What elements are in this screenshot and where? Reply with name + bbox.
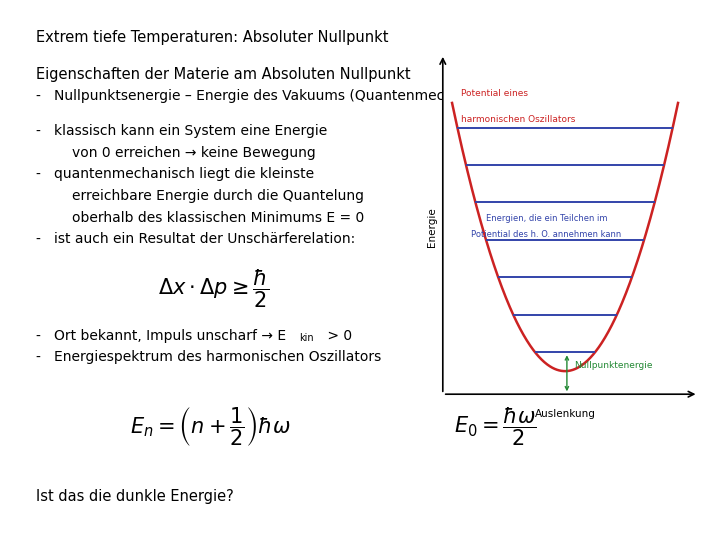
Text: von 0 erreichen → keine Bewegung: von 0 erreichen → keine Bewegung — [72, 146, 316, 160]
Text: Ist das die dunkle Energie?: Ist das die dunkle Energie? — [36, 489, 234, 504]
Text: erreichbare Energie durch die Quantelung: erreichbare Energie durch die Quantelung — [72, 189, 364, 203]
Text: $E_0 = \dfrac{\hbar\omega}{2}$: $E_0 = \dfrac{\hbar\omega}{2}$ — [454, 405, 536, 448]
Text: Extrem tiefe Temperaturen: Absoluter Nullpunkt: Extrem tiefe Temperaturen: Absoluter Nul… — [36, 30, 389, 45]
Text: -   Nullpunktsenergie – Energie des Vakuums (Quantenmechanik): - Nullpunktsenergie – Energie des Vakuum… — [36, 89, 487, 103]
Text: Auslenkung: Auslenkung — [535, 409, 595, 419]
Text: Eigenschaften der Materie am Absoluten Nullpunkt: Eigenschaften der Materie am Absoluten N… — [36, 68, 410, 83]
Text: Nullpunktenergie: Nullpunktenergie — [575, 361, 653, 370]
Text: Potential eines: Potential eines — [462, 89, 528, 98]
Text: Energien, die ein Teilchen im: Energien, die ein Teilchen im — [486, 214, 607, 222]
Text: > 0: > 0 — [323, 329, 351, 343]
Text: Energie: Energie — [427, 207, 437, 247]
Text: -   Energiespektrum des harmonischen Oszillators: - Energiespektrum des harmonischen Oszil… — [36, 350, 382, 364]
Text: harmonischen Oszillators: harmonischen Oszillators — [462, 114, 576, 124]
Text: $\Delta x \cdot \Delta p \geq \dfrac{\hbar}{2}$: $\Delta x \cdot \Delta p \geq \dfrac{\hb… — [158, 267, 269, 310]
Text: -   ist auch ein Resultat der Unschärferelation:: - ist auch ein Resultat der Unschärferel… — [36, 232, 355, 246]
Text: Potiential des h. O. annehmen kann: Potiential des h. O. annehmen kann — [472, 230, 621, 239]
Text: $E_n = \left(n + \dfrac{1}{2}\right)\hbar\omega$: $E_n = \left(n + \dfrac{1}{2}\right)\hba… — [130, 405, 291, 448]
Text: -   klassisch kann ein System eine Energie: - klassisch kann ein System eine Energie — [36, 124, 328, 138]
Text: kin: kin — [299, 333, 313, 343]
Text: -   Ort bekannt, Impuls unscharf → E: - Ort bekannt, Impuls unscharf → E — [36, 329, 286, 343]
Text: oberhalb des klassischen Minimums E = 0: oberhalb des klassischen Minimums E = 0 — [72, 211, 364, 225]
Text: -   quantenmechanisch liegt die kleinste: - quantenmechanisch liegt die kleinste — [36, 167, 314, 181]
